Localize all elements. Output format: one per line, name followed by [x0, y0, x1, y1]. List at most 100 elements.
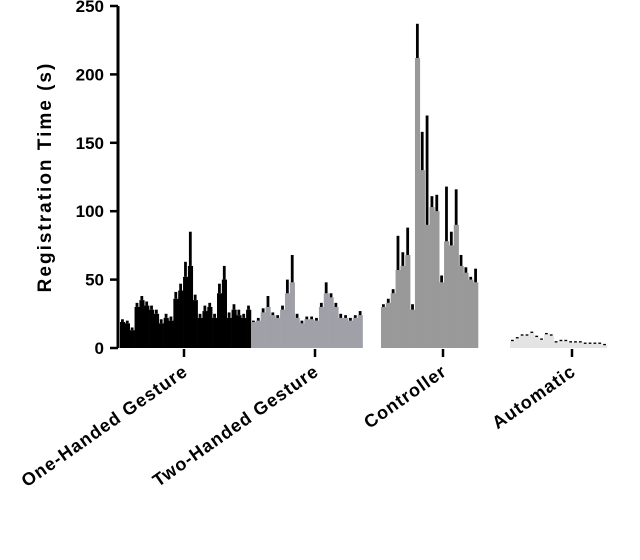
x-category-label: Controller: [360, 361, 450, 432]
bar: [553, 342, 559, 348]
bar: [390, 293, 396, 348]
y-tick-label: 250: [76, 0, 104, 16]
bar: [173, 298, 179, 348]
bar: [333, 306, 339, 348]
bar: [563, 341, 569, 348]
bar: [439, 282, 445, 348]
bar: [241, 317, 247, 348]
bar: [348, 320, 354, 348]
bar: [260, 312, 266, 348]
bar: [410, 309, 416, 348]
bar: [463, 272, 469, 348]
bar: [236, 315, 242, 348]
y-tick-label: 150: [76, 134, 104, 153]
bar: [400, 265, 406, 348]
bar: [149, 309, 155, 348]
bar: [587, 343, 593, 348]
x-category-label: Automatic: [488, 361, 579, 433]
bar: [153, 313, 160, 348]
bar: [543, 334, 550, 348]
y-tick-label: 0: [95, 339, 104, 358]
bar: [352, 317, 358, 348]
bars-layer: [120, 23, 608, 348]
bar: [275, 317, 281, 348]
bar: [251, 322, 257, 348]
bar: [294, 317, 300, 348]
bar: [510, 341, 516, 348]
bar: [246, 309, 252, 348]
bar: [328, 297, 334, 348]
bar: [534, 337, 540, 348]
bar: [573, 342, 579, 348]
bar: [597, 343, 603, 348]
bar: [448, 245, 455, 348]
bar: [582, 343, 588, 348]
bar: [385, 302, 391, 348]
bar: [514, 338, 520, 348]
bar: [158, 323, 164, 348]
bar: [424, 224, 430, 348]
bar: [284, 293, 291, 348]
bar: [226, 317, 232, 348]
bar: [577, 342, 584, 348]
bar: [529, 332, 535, 348]
bar: [197, 317, 203, 348]
bar: [212, 317, 218, 348]
bar: [314, 320, 320, 348]
bar-group: [381, 23, 479, 348]
bar: [602, 345, 608, 348]
bar: [444, 241, 450, 348]
bar: [548, 335, 554, 348]
bar: [163, 317, 169, 348]
bar: [304, 319, 310, 348]
bar: [323, 293, 329, 348]
bar: [434, 211, 440, 348]
bar: [338, 317, 344, 348]
bar: [265, 306, 271, 348]
bar: [192, 300, 198, 348]
bar: [309, 319, 315, 348]
bar: [280, 309, 286, 348]
bar: [395, 270, 401, 348]
bar: [519, 335, 525, 348]
bar: [120, 322, 126, 348]
bar: [558, 341, 564, 348]
y-tick-label: 100: [76, 202, 104, 221]
bar: [429, 207, 435, 348]
bar: [419, 170, 425, 348]
y-tick-label: 50: [85, 271, 104, 290]
bar: [458, 265, 464, 348]
bar-group: [510, 331, 608, 348]
bar: [289, 282, 295, 348]
bar: [473, 282, 479, 348]
bar-group: [120, 231, 252, 348]
bar: [207, 306, 213, 348]
bar: [231, 309, 237, 348]
bar: [539, 339, 545, 348]
y-axis-ticks: 0 50 100 150 200 250: [76, 0, 118, 358]
bar: [134, 306, 140, 348]
bar: [221, 279, 227, 348]
bar: [183, 276, 189, 348]
bar: [168, 320, 174, 348]
bar: [255, 320, 261, 348]
y-tick-label: 200: [76, 65, 104, 84]
bar: [139, 300, 145, 348]
bar: [468, 279, 474, 348]
bar: [405, 254, 411, 348]
bar: [524, 335, 530, 348]
bar: [381, 306, 387, 348]
bar: [318, 306, 325, 348]
bar: [129, 330, 135, 348]
bar: [592, 343, 598, 348]
bar: [217, 293, 223, 348]
bar: [568, 342, 574, 348]
bar: [453, 224, 459, 348]
bar-group: [251, 254, 363, 348]
bar: [357, 315, 363, 348]
bar: [178, 290, 184, 348]
bar: [299, 323, 305, 348]
bar: [202, 311, 208, 348]
